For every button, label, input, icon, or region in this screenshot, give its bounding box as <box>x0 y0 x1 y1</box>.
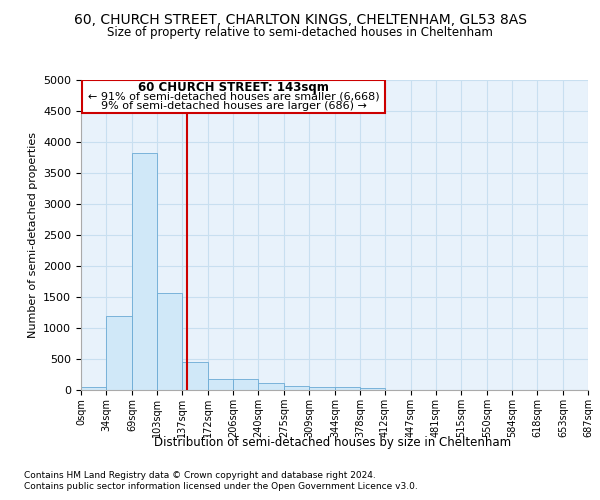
Text: 9% of semi-detached houses are larger (686) →: 9% of semi-detached houses are larger (6… <box>101 101 367 111</box>
Text: Contains HM Land Registry data © Crown copyright and database right 2024.: Contains HM Land Registry data © Crown c… <box>24 471 376 480</box>
Bar <box>360 388 385 390</box>
FancyBboxPatch shape <box>82 80 385 114</box>
Bar <box>81 387 106 390</box>
Bar <box>284 386 309 390</box>
Text: Size of property relative to semi-detached houses in Cheltenham: Size of property relative to semi-detach… <box>107 26 493 39</box>
Text: Contains public sector information licensed under the Open Government Licence v3: Contains public sector information licen… <box>24 482 418 491</box>
Text: Distribution of semi-detached houses by size in Cheltenham: Distribution of semi-detached houses by … <box>154 436 512 449</box>
Bar <box>208 378 233 390</box>
Bar <box>258 384 284 390</box>
Bar <box>233 379 258 390</box>
Bar <box>106 316 132 390</box>
Text: ← 91% of semi-detached houses are smaller (6,668): ← 91% of semi-detached houses are smalle… <box>88 92 380 102</box>
Y-axis label: Number of semi-detached properties: Number of semi-detached properties <box>28 132 38 338</box>
Text: 60 CHURCH STREET: 143sqm: 60 CHURCH STREET: 143sqm <box>139 81 329 94</box>
Bar <box>182 362 208 390</box>
Text: 60, CHURCH STREET, CHARLTON KINGS, CHELTENHAM, GL53 8AS: 60, CHURCH STREET, CHARLTON KINGS, CHELT… <box>74 12 527 26</box>
Bar <box>309 386 335 390</box>
Bar <box>157 294 182 390</box>
Bar <box>132 152 157 390</box>
Bar <box>335 387 360 390</box>
